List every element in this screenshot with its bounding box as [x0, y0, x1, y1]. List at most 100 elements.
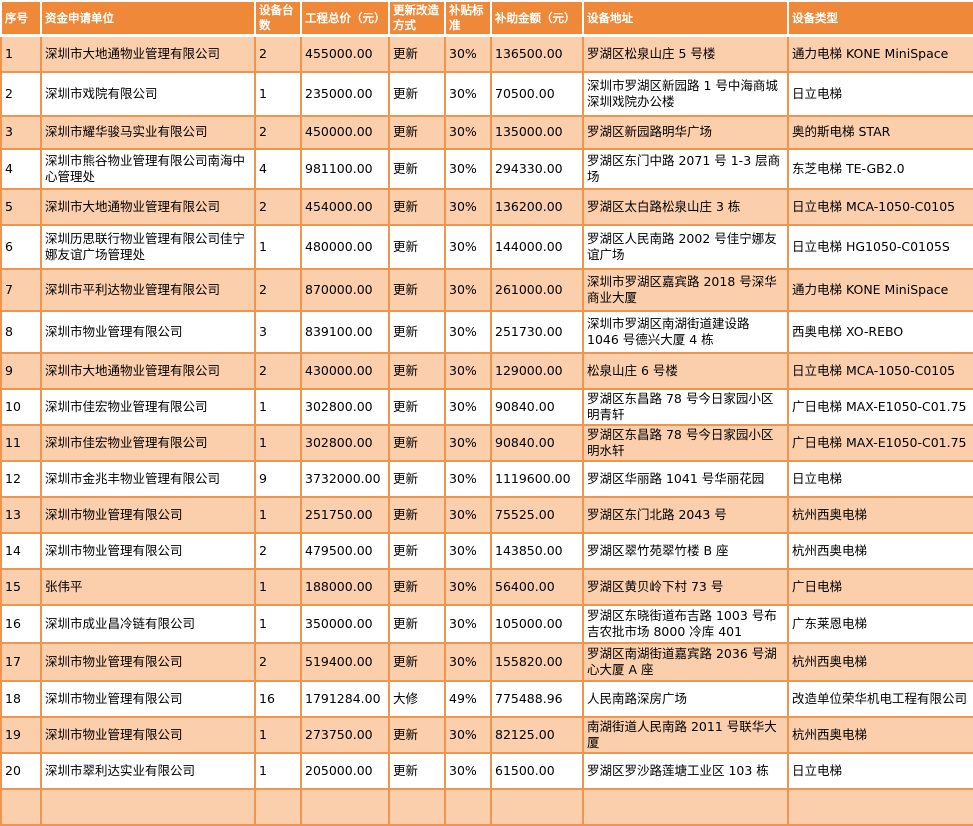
- cell-subsidy-rate: 30%: [444, 751, 492, 790]
- cell-subsidy-rate: 30%: [444, 423, 492, 462]
- cell-subsidy-rate: 30%: [444, 567, 492, 606]
- cell-method: 更新: [388, 70, 446, 117]
- cell-method: 更新: [388, 641, 446, 682]
- cell-method: 更新: [388, 715, 446, 754]
- cell-subsidy-rate: 30%: [444, 495, 492, 534]
- cell-method: 更新: [388, 309, 446, 354]
- table-body: 1 深圳市大地通物业管理有限公司 2 455000.00 更新 30% 136500.00 罗…: [0, 34, 973, 826]
- cell-address: 罗湖区新园路明华广场: [582, 114, 789, 150]
- cell-subsidy-amount: 129000.00: [490, 351, 584, 390]
- cell-unit-count: 1: [254, 495, 302, 534]
- cell-index: 2: [0, 70, 42, 117]
- table-row: 20 深圳市翠利达实业有限公司 1 205000.00 更新 30% 61500.00 罗湖区…: [0, 751, 973, 790]
- cell-method: 更新: [388, 495, 446, 534]
- cell-device-type: 杭州西奥电梯: [787, 495, 973, 534]
- cell-subsidy-rate: 30%: [444, 309, 492, 354]
- cell-method: 更新: [388, 459, 446, 498]
- table-row: 13 深圳市物业管理有限公司 1 251750.00 更新 30% 75525.00 罗湖区东…: [0, 495, 973, 534]
- cell-empty: [40, 787, 256, 826]
- table-header-row: 序号 资金申请单位 设备台数 工程总价（元） 更新改造方式 补贴标准 补助金额（元） 设备地址…: [0, 0, 973, 37]
- cell-subsidy-amount: 90840.00: [490, 387, 584, 426]
- cell-total-price: 480000.00: [300, 223, 390, 270]
- cell-unit-count: 2: [254, 531, 302, 570]
- column-header-subsidy-rate: 补贴标准: [444, 0, 492, 37]
- cell-total-price: 981100.00: [300, 147, 390, 190]
- cell-address: 罗湖区东晓街道布吉路 1003 号布吉农批市场 8000 冷库 401: [582, 603, 789, 644]
- cell-address: 罗湖区罗沙路莲塘工业区 103 栋: [582, 751, 789, 790]
- cell-index: 18: [0, 679, 42, 718]
- cell-subsidy-amount: 144000.00: [490, 223, 584, 270]
- cell-total-price: 205000.00: [300, 751, 390, 790]
- cell-unit-count: 1: [254, 70, 302, 117]
- cell-method: 更新: [388, 751, 446, 790]
- cell-applicant: 深圳市物业管理有限公司: [40, 679, 256, 718]
- cell-address: 深圳市罗湖区嘉宾路 2018 号深华商业大厦: [582, 267, 789, 312]
- cell-device-type: 日立电梯 HG1050-C0105S: [787, 223, 973, 270]
- cell-applicant: 深圳市佳宏物业管理有限公司: [40, 423, 256, 462]
- cell-index: 15: [0, 567, 42, 606]
- cell-method: 更新: [388, 34, 446, 73]
- cell-unit-count: 1: [254, 751, 302, 790]
- column-header-subsidy-amount: 补助金额（元）: [490, 0, 584, 37]
- cell-index: 4: [0, 147, 42, 190]
- table-row: 5 深圳市大地通物业管理有限公司 2 454000.00 更新 30% 136200.00 罗…: [0, 187, 973, 226]
- cell-applicant: 深圳市平利达物业管理有限公司: [40, 267, 256, 312]
- cell-device-type: 东芝电梯 TE-GB2.0: [787, 147, 973, 190]
- cell-unit-count: 1: [254, 715, 302, 754]
- cell-index: 20: [0, 751, 42, 790]
- column-header-method: 更新改造方式: [388, 0, 446, 37]
- cell-total-price: 251750.00: [300, 495, 390, 534]
- cell-subsidy-rate: 30%: [444, 34, 492, 73]
- table-row: 15 张伟平 1 188000.00 更新 30% 56400.00 罗湖区黄贝岭下村 73 …: [0, 567, 973, 606]
- cell-device-type: 杭州西奥电梯: [787, 715, 973, 754]
- cell-subsidy-rate: 30%: [444, 267, 492, 312]
- cell-index: 5: [0, 187, 42, 226]
- cell-subsidy-rate: 30%: [444, 603, 492, 644]
- cell-subsidy-rate: 30%: [444, 70, 492, 117]
- cell-subsidy-amount: 105000.00: [490, 603, 584, 644]
- cell-applicant: 深圳市佳宏物业管理有限公司: [40, 387, 256, 426]
- cell-device-type: 日立电梯: [787, 751, 973, 790]
- cell-subsidy-rate: 30%: [444, 387, 492, 426]
- column-header-index: 序号: [0, 0, 42, 37]
- cell-method: 更新: [388, 567, 446, 606]
- cell-unit-count: 2: [254, 34, 302, 73]
- cell-index: 16: [0, 603, 42, 644]
- cell-address: 深圳市罗湖区南湖街道建设路 1046 号德兴大厦 4 栋: [582, 309, 789, 354]
- cell-address: 罗湖区南湖街道嘉宾路 2036 号湖心大厦 A 座: [582, 641, 789, 682]
- cell-unit-count: 16: [254, 679, 302, 718]
- cell-subsidy-amount: 82125.00: [490, 715, 584, 754]
- cell-total-price: 519400.00: [300, 641, 390, 682]
- cell-index: 10: [0, 387, 42, 426]
- cell-index: 9: [0, 351, 42, 390]
- cell-method: 更新: [388, 603, 446, 644]
- cell-address: 罗湖区东昌路 78 号今日家园小区明水轩: [582, 423, 789, 462]
- cell-total-price: 870000.00: [300, 267, 390, 312]
- cell-total-price: 302800.00: [300, 423, 390, 462]
- table-row: 1 深圳市大地通物业管理有限公司 2 455000.00 更新 30% 136500.00 罗…: [0, 34, 973, 73]
- table-header: 序号 资金申请单位 设备台数 工程总价（元） 更新改造方式 补贴标准 补助金额（元） 设备地址…: [0, 0, 973, 37]
- cell-method: 大修: [388, 679, 446, 718]
- cell-method: 更新: [388, 423, 446, 462]
- cell-total-price: 188000.00: [300, 567, 390, 606]
- cell-device-type: 日立电梯: [787, 70, 973, 117]
- table-row: 6 深圳历思联行物业管理有限公司佳宁娜友谊广场管理处 1 480000.00 更新 30%…: [0, 223, 973, 270]
- cell-address: 罗湖区东门中路 2071 号 1-3 层商场: [582, 147, 789, 190]
- cell-method: 更新: [388, 387, 446, 426]
- table-row: 8 深圳市物业管理有限公司 3 839100.00 更新 30% 251730.00 深圳市罗…: [0, 309, 973, 354]
- cell-applicant: 深圳市物业管理有限公司: [40, 309, 256, 354]
- cell-device-type: 杭州西奥电梯: [787, 531, 973, 570]
- cell-subsidy-amount: 135000.00: [490, 114, 584, 150]
- cell-index: 11: [0, 423, 42, 462]
- cell-device-type: 西奥电梯 XO-REBO: [787, 309, 973, 354]
- cell-empty: [254, 787, 302, 826]
- cell-subsidy-amount: 1119600.00: [490, 459, 584, 498]
- cell-empty: [490, 787, 584, 826]
- table-row: 4 深圳市熊谷物业管理有限公司南海中心管理处 4 981100.00 更新 30% 2943…: [0, 147, 973, 190]
- cell-applicant: 深圳市物业管理有限公司: [40, 641, 256, 682]
- cell-method: 更新: [388, 223, 446, 270]
- column-header-applicant: 资金申请单位: [40, 0, 256, 37]
- cell-empty: [582, 787, 789, 826]
- cell-index: 12: [0, 459, 42, 498]
- cell-address: 罗湖区东昌路 78 号今日家园小区明青轩: [582, 387, 789, 426]
